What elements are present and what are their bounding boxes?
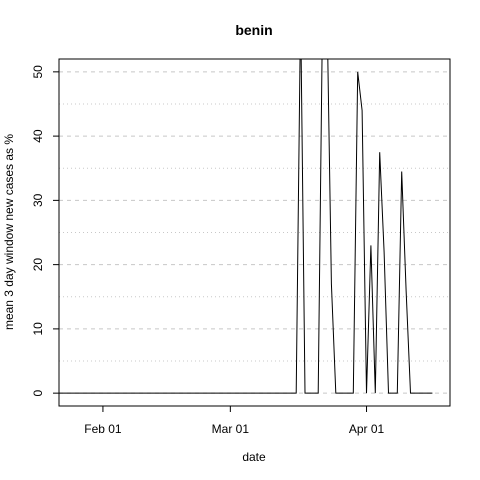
x-axis-label: date bbox=[242, 450, 266, 464]
y-tick-label: 20 bbox=[31, 258, 45, 272]
y-tick-label: 50 bbox=[31, 65, 45, 79]
x-tick-label: Feb 01 bbox=[84, 422, 122, 436]
plot-frame bbox=[58, 58, 451, 407]
y-tick-label: 0 bbox=[31, 389, 45, 396]
x-axis: Feb 01 Mar 01 Apr 01 bbox=[84, 406, 385, 436]
y-axis-label: mean 3 day window new cases as % bbox=[2, 134, 16, 330]
grid-lines bbox=[59, 71, 450, 394]
x-tick-label: Apr 01 bbox=[349, 422, 385, 436]
y-tick-label: 40 bbox=[31, 129, 45, 143]
y-tick-label: 10 bbox=[31, 322, 45, 336]
chart-title: benin bbox=[235, 22, 272, 38]
y-tick-label: 30 bbox=[31, 193, 45, 207]
x-tick-label: Mar 01 bbox=[212, 422, 250, 436]
series-layer bbox=[59, 59, 433, 394]
y-axis: 0 10 20 30 40 50 bbox=[31, 65, 59, 396]
series-line bbox=[59, 59, 433, 394]
